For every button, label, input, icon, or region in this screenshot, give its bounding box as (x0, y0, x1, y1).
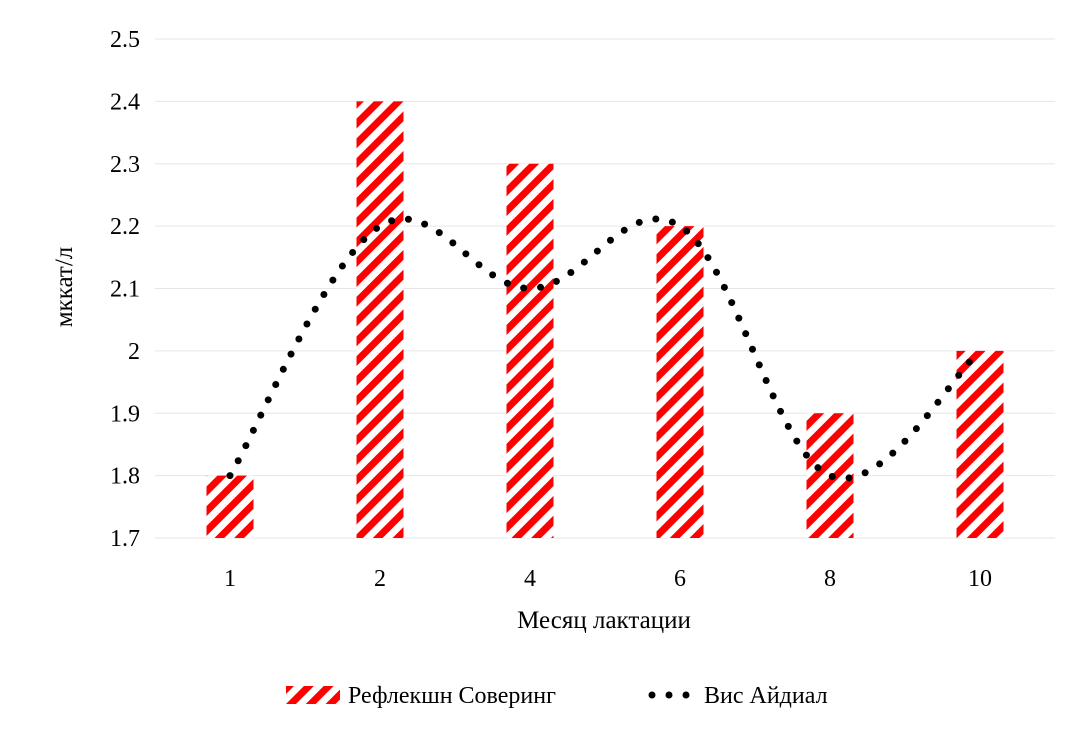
x-tick-label: 2 (374, 566, 386, 592)
y-tick-label: 2.3 (110, 152, 140, 178)
legend-dot (648, 691, 656, 699)
y-axis-ticks: 1.7 1.8 1.9 2 2.1 2.2 2.3 2.4 2.5 (110, 27, 140, 552)
bar (506, 163, 554, 538)
legend: Рефлекшн Соверинг Вис Айдиал (286, 683, 828, 709)
x-tick-label: 6 (674, 566, 686, 592)
y-tick-label: 1.9 (110, 401, 140, 427)
x-tick-label: 4 (524, 566, 536, 592)
x-tick-label: 1 (224, 566, 236, 592)
x-axis-ticks: 1 2 4 6 8 10 (224, 566, 992, 592)
x-tick-label: 8 (824, 566, 836, 592)
legend-swatch-dotted-line (648, 691, 690, 699)
series-line (226, 215, 984, 482)
y-tick-label: 2.1 (110, 277, 140, 303)
dotted-line-series (226, 215, 984, 482)
y-tick-label: 1.8 (110, 464, 140, 490)
y-tick-label: 2 (128, 339, 140, 365)
legend-label-bars: Рефлекшн Соверинг (348, 683, 556, 709)
bar-series (206, 101, 1004, 538)
bar (356, 101, 404, 538)
legend-label-line: Вис Айдиал (704, 683, 828, 709)
y-tick-label: 1.7 (110, 526, 140, 552)
x-tick-label: 10 (968, 566, 992, 592)
legend-dot (682, 691, 690, 699)
y-tick-label: 2.4 (110, 89, 140, 115)
legend-swatch-bars (286, 686, 340, 704)
x-axis-title: Месяц лактации (517, 607, 691, 634)
grid-lines (155, 38, 1055, 539)
y-tick-label: 2.2 (110, 214, 140, 240)
bar (656, 226, 704, 538)
y-tick-label: 2.5 (110, 27, 140, 53)
bar (206, 475, 254, 538)
bar (956, 350, 1004, 538)
y-axis-title: мккат/л (51, 247, 78, 328)
legend-dot (665, 691, 673, 699)
